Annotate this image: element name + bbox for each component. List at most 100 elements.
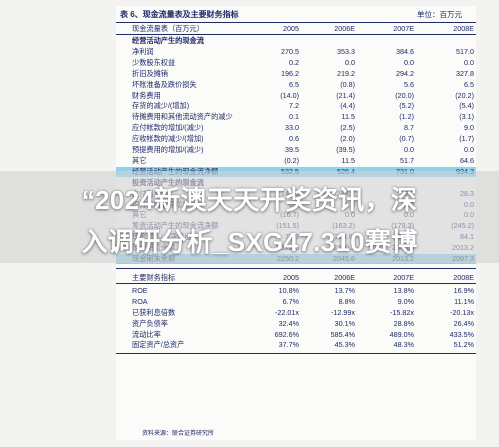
source-note: 资料来源：联合证券研究所 [142,431,215,437]
year-header: 2008E [453,24,474,33]
row-value: -12.99x [331,307,355,317]
cashflow-header-label: 现金流量表（百万元） [132,24,204,33]
row-value: 0.0 [404,57,414,67]
year-header: 2005 [283,24,299,33]
row-value: 0.1 [289,112,299,122]
row-value: 26.4% [453,318,474,328]
row-value: 13.7% [334,285,355,295]
table-row: 财务费用 (14.0) (21.4) (20.0) (20.2) [116,91,476,101]
row-value: -15.82x [390,307,414,317]
row-label: 流动比率 [132,329,161,339]
row-value: (2.5) [340,123,355,133]
table-unit: 单位：百万元 [417,10,462,19]
table-row: 已获利息倍数 -22.01x -12.99x -15.82x -20.13x [116,308,476,318]
row-value: (2.0) [340,134,355,144]
table-separator [116,353,476,355]
watermark-line-2: 入调研分析_SXG47.310赛博 [81,227,418,257]
table-row: 折旧及摊销 196.2 219.2 294.2 327.8 [116,69,476,79]
row-label: 财务费用 [132,90,161,100]
indicator-header-label: 主要财务指标 [132,272,176,282]
table-row: 应付帐款的增加/(减少) 33.0 (2.5) 8.7 9.0 [116,123,476,133]
table-row: 经营活动产生的现金流 [116,36,476,46]
row-value: 11.1% [454,296,474,306]
table-row: 预提费用的增加/(减少) 39.5 (39.5) 0.0 0.0 [116,145,476,155]
row-value: 384.6 [396,46,414,56]
row-value: 6.7% [282,296,299,306]
table-row: 待摊费用和其他流动资产的减少 0.1 11.5 (1.2) (3.1) [116,112,476,122]
row-value: 9.0 [464,123,474,133]
row-value: 0.0 [464,57,474,67]
row-value: 30.1% [334,318,355,328]
row-value: (0.7) [399,134,414,144]
row-value: 0.0 [345,57,355,67]
row-value: (20.2) [455,90,474,100]
row-label: 预提费用的增加/(减少) [132,145,204,154]
cashflow-header-row: 现金流量表（百万元） 2005 2006E 2007E 2008E [116,24,476,35]
table-row: 少数股东权益 0.2 0.0 0.0 0.0 [116,58,476,68]
table-row: 固定资产/总资产 37.7% 45.3% 48.3% 51.2% [116,340,476,350]
row-label: 折旧及摊销 [132,68,168,78]
row-label: 资产负债率 [132,318,168,328]
row-value: (21.4) [336,90,355,100]
row-value: (1.2) [399,112,414,122]
row-value: 5.6 [404,79,414,89]
row-value: 11.5 [341,155,355,165]
row-value: 9.0% [397,296,414,306]
row-label: 净利润 [132,46,154,56]
row-value: 196.2 [281,68,299,78]
row-value: (4.4) [340,101,355,111]
row-value: 0.6 [289,134,299,144]
row-value: (3.1) [459,112,474,122]
row-value: -22.01x [275,307,299,317]
row-label: 应收帐款的减少/(增加) [132,134,204,144]
table-row: 净利润 270.5 353.3 384.6 517.0 [116,47,476,57]
row-value: (39.5) [336,145,355,154]
row-value: 0.0 [464,145,474,154]
row-value: (1.7) [459,134,474,144]
year-header: 2007E [393,24,414,33]
row-value: 517.0 [456,46,474,56]
row-label: 少数股东权益 [132,57,176,67]
row-label: 应付帐款的增加/(减少) [132,123,204,133]
row-value: 6.5 [289,79,299,89]
row-value: 48.3% [393,340,414,350]
row-label: 其它 [132,155,147,165]
row-value: 11.5 [341,112,355,122]
row-label: ROE [132,285,148,295]
row-value: 585.4% [330,329,355,339]
row-value: 219.2 [337,68,355,78]
table-separator [116,267,476,269]
table-row: 其它 (0.2) 11.5 51.7 64.6 [116,156,476,166]
row-value: 0.0 [404,145,414,154]
table-row: 存货的减少/(增加) 7.2 (4.4) (5.2) (5.4) [116,101,476,111]
row-value: 28.8% [393,318,414,328]
row-value: 8.8% [338,296,355,306]
year-header: 2006E [334,272,355,282]
year-header: 2007E [393,272,414,282]
row-value: 64.6 [460,155,474,165]
row-value: 6.5 [464,79,474,89]
row-value: 8.7 [404,123,414,133]
table-row: 流动比率 692.6% 585.4% 489.0% 433.5% [116,330,476,340]
row-value: (5.4) [459,101,474,111]
row-label: 存货的减少/(增加) [132,101,190,111]
row-label: 坏账准备及跌价损失 [132,79,197,89]
row-value: 33.0 [285,123,299,133]
row-value: 16.9% [453,285,474,295]
table-row: 坏账准备及跌价损失 6.5 (0.8) 5.6 6.5 [116,80,476,90]
row-value: 10.8% [278,285,299,295]
row-value: 39.5 [285,145,299,154]
row-value: 353.3 [337,46,355,56]
row-value: 692.6% [274,329,299,339]
row-value: 0.2 [289,57,299,67]
row-value: (5.2) [399,101,414,111]
table-title: 表 6、现金流量表及主要财务指标 [120,10,239,19]
row-value: 433.5% [449,329,474,339]
watermark-line-1: “2024新澳天天开奖资讯，深 [81,185,418,215]
year-header: 2005 [283,272,299,282]
year-header: 2008E [453,272,474,282]
table-title-bar: 表 6、现金流量表及主要财务指标 单位：百万元 [116,9,476,23]
row-label: 固定资产/总资产 [132,340,185,350]
row-label: 已获利息倍数 [132,307,176,317]
indicator-header-row: 主要财务指标 2005 2006E 2007E 2008E [116,273,476,284]
